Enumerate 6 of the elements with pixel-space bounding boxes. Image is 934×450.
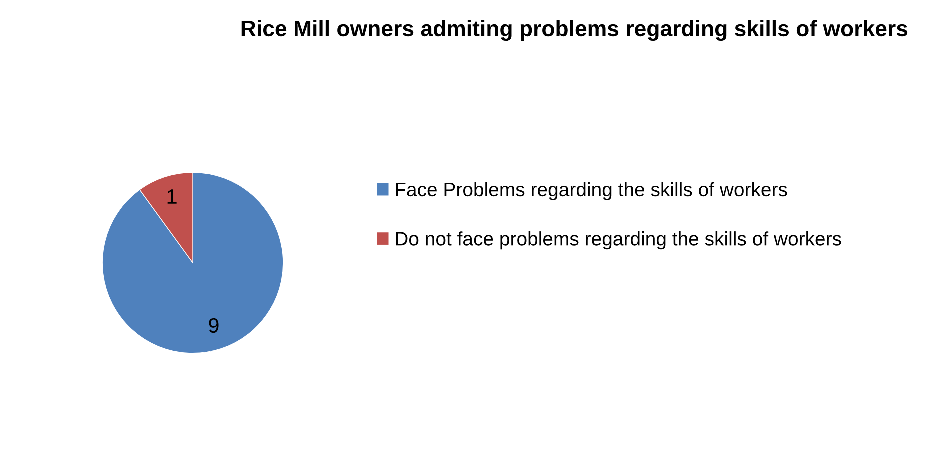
chart-title: Rice Mill owners admiting problems regarding skills of workers <box>242 20 908 42</box>
legend-label: Do not face problems regarding the skills of workers <box>396 232 842 250</box>
legend-label: Face Problems regarding the skills of workers <box>396 182 788 200</box>
data-label: 1 <box>168 190 177 204</box>
pie-slice <box>102 172 284 354</box>
data-label: 9 <box>209 318 219 334</box>
